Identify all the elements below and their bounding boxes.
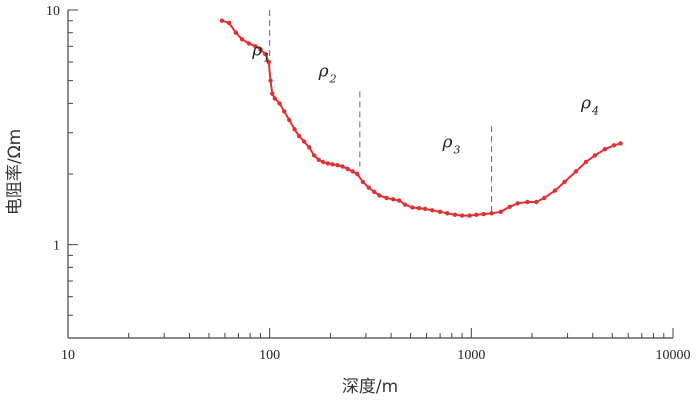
data-point: [325, 161, 330, 166]
data-point: [272, 96, 277, 101]
data-point: [573, 169, 579, 174]
data-point: [452, 212, 458, 217]
data-point: [489, 211, 494, 216]
data-point: [602, 147, 608, 152]
data-point: [416, 206, 422, 211]
data-point: [268, 78, 273, 83]
axes: [67, 10, 673, 339]
data-point: [340, 164, 345, 169]
data-point: [355, 171, 360, 177]
data-point: [377, 193, 382, 198]
data-point: [287, 117, 292, 123]
data-point: [391, 197, 396, 202]
data-point: [366, 185, 371, 190]
data-point: [219, 18, 225, 23]
data-point: [437, 209, 443, 214]
data-point: [350, 169, 355, 174]
data-point: [270, 91, 275, 96]
data-point: [233, 30, 239, 35]
y-axis-label: 电阻率/Ωm: [5, 129, 25, 215]
data-point: [227, 20, 232, 26]
data-point: [277, 101, 282, 106]
x-tick-label: 10: [61, 348, 75, 363]
data-point: [307, 145, 312, 150]
data-point: [618, 141, 623, 146]
resistivity-series-line: [221, 19, 621, 217]
data-point: [253, 44, 258, 49]
layer-label-rho-3: ρ3: [442, 132, 461, 156]
data-point: [330, 162, 335, 167]
layer-label-rho-1: ρ1: [251, 40, 270, 64]
data-point: [562, 179, 567, 185]
y-ticks: 10 1: [46, 4, 78, 339]
data-point: [507, 204, 512, 209]
data-point: [320, 159, 326, 165]
data-point: [459, 213, 465, 218]
series-group: [219, 18, 623, 218]
y-tick-label: 1: [53, 239, 60, 254]
data-point: [316, 157, 321, 162]
data-point: [239, 37, 245, 42]
layer-label-rho-4: ρ4: [580, 94, 599, 118]
data-point: [481, 211, 486, 217]
layer-label-rho-2: ρ2: [318, 62, 337, 86]
layer-annotations: ρ1 ρ2 ρ3 ρ4: [251, 40, 599, 156]
data-point: [430, 208, 435, 213]
data-point: [515, 201, 520, 206]
data-point: [372, 189, 377, 194]
data-point: [384, 195, 389, 201]
x-axis-label: 深度/m: [342, 377, 398, 397]
data-point: [592, 153, 598, 158]
data-point: [410, 205, 415, 210]
x-ticks: 10 100 1000 10000: [61, 328, 691, 363]
data-point: [534, 199, 539, 205]
data-point: [263, 51, 268, 57]
data-point: [403, 202, 408, 207]
data-point: [296, 133, 302, 139]
data-point: [311, 153, 317, 158]
data-point: [266, 59, 271, 65]
data-point: [345, 166, 350, 172]
data-point: [467, 213, 472, 218]
data-point: [282, 109, 287, 114]
data-point: [246, 41, 252, 46]
data-point: [542, 195, 547, 201]
data-point: [525, 199, 530, 205]
data-point: [301, 139, 307, 144]
x-tick-label: 100: [259, 348, 280, 363]
data-point: [611, 143, 617, 148]
y-tick-label: 10: [46, 4, 60, 19]
data-point: [397, 198, 402, 203]
data-point: [360, 179, 366, 185]
x-tick-label: 1000: [457, 348, 485, 363]
data-point: [445, 211, 450, 216]
data-point: [498, 209, 503, 214]
data-point: [474, 212, 479, 217]
data-point: [422, 206, 428, 212]
x-tick-label: 10000: [656, 348, 691, 363]
data-point: [335, 163, 340, 168]
layer-dividers: [269, 10, 493, 214]
data-point: [583, 159, 589, 165]
data-point: [258, 47, 263, 52]
data-point: [292, 127, 297, 132]
data-point: [552, 188, 558, 193]
